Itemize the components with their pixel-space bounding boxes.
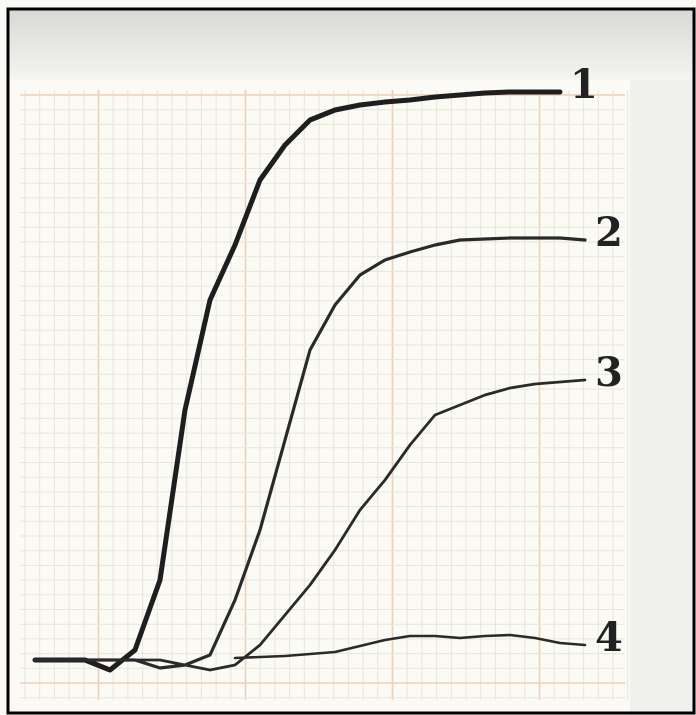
trace-label: 4 bbox=[595, 614, 623, 661]
trace-label: 1 bbox=[570, 61, 598, 108]
trace-label: 3 bbox=[595, 349, 623, 396]
paper-edge bbox=[630, 80, 696, 715]
trace-label: 2 bbox=[595, 209, 623, 256]
chart: 1 2 3 4 bbox=[0, 0, 696, 715]
page: 1234 (() => { const data = JSON.parse(do… bbox=[0, 0, 696, 715]
